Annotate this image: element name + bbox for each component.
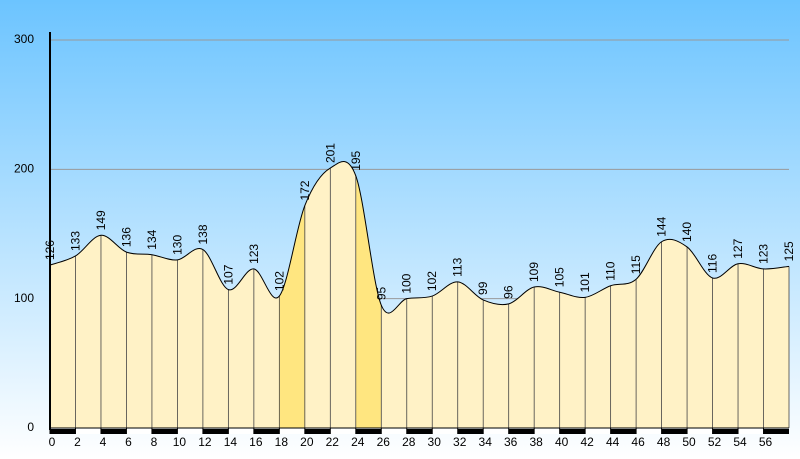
value-label: 125 [782,241,796,261]
x-tick-label: 8 [151,435,158,449]
value-label: 127 [731,238,745,258]
scale-strip [100,429,127,434]
scale-strip [330,429,356,434]
scale-strip [738,429,764,434]
scale-strip [636,429,662,434]
scale-strip [483,429,509,434]
scale-strip [687,429,713,434]
x-tick-label: 24 [351,435,365,449]
x-tick-label: 2 [74,435,81,449]
value-label: 144 [655,216,669,236]
profile-line [49,160,790,314]
value-label: 110 [604,261,618,280]
x-tick-label: 30 [428,435,442,449]
scale-strip [279,429,305,434]
scale-strip [126,429,152,434]
scale-strip [763,429,789,434]
x-tick-label: 12 [198,435,212,449]
value-label: 113 [451,257,465,276]
value-label: 101 [578,272,592,292]
x-tick-label: 14 [224,435,238,449]
scale-strip [228,429,254,434]
y-tick-label: 100 [14,291,34,305]
scale-strip [202,429,229,434]
x-tick-label: 42 [580,435,594,449]
value-label: 149 [94,210,108,230]
value-label: 123 [757,244,771,264]
x-tick-label: 20 [300,435,314,449]
x-tick-label: 38 [529,435,543,449]
x-tick-label: 10 [173,435,187,449]
x-tick-label: 0 [49,435,56,449]
value-label: 140 [680,222,694,242]
scale-strip [355,429,382,434]
value-label: 195 [349,150,363,170]
scale-strip [253,429,280,434]
x-tick-label: 18 [275,435,289,449]
x-tick-label: 52 [708,435,722,449]
value-label: 172 [298,180,312,200]
value-label: 100 [400,273,414,293]
scale-strip [559,429,586,434]
value-label: 105 [553,267,567,287]
x-tick-label: 48 [657,435,671,449]
value-label: 95 [374,286,388,300]
value-label: 96 [502,285,516,299]
scale-strip [406,429,433,434]
scale-strip [457,429,484,434]
value-label: 109 [527,262,541,282]
value-label: 138 [196,224,210,244]
scale-strip [50,429,76,434]
scale-strip [661,429,688,434]
x-tick-label: 36 [504,435,518,449]
x-tick-label: 40 [555,435,569,449]
value-label: 107 [221,264,235,284]
scale-strip [508,429,535,434]
x-tick-label: 50 [682,435,696,449]
x-tick-label: 16 [249,435,263,449]
value-label: 133 [68,231,82,251]
area [50,161,789,428]
x-tick-label: 44 [606,435,620,449]
scale-strip [304,429,331,434]
x-tick-label: 6 [125,435,132,449]
highlight-segment [355,175,382,428]
x-tick-label: 56 [759,435,773,449]
value-label: 102 [425,271,439,291]
scale-strip [381,429,407,434]
highlight-segment [279,205,305,428]
value-label: 102 [272,271,286,291]
x-tick-label: 46 [631,435,645,449]
x-tick-label: 22 [326,435,340,449]
value-label: 134 [145,229,159,249]
scale-strip [432,429,458,434]
value-label: 116 [706,254,720,273]
x-tick-label: 28 [402,435,416,449]
x-tick-label: 26 [377,435,391,449]
value-label: 99 [476,281,490,295]
x-tick-label: 32 [453,435,467,449]
y-tick-label: 0 [27,420,34,434]
value-label: 123 [247,244,261,264]
y-tick-label: 300 [14,32,34,46]
value-label: 115 [629,255,643,274]
scale-strip [75,429,101,434]
scale-strip [610,429,637,434]
scale-strip [585,429,611,434]
scale-strip [177,429,203,434]
value-label: 136 [119,227,133,247]
value-label: 130 [170,235,184,255]
x-tick-label: 4 [100,435,107,449]
x-tick-label: 54 [733,435,747,449]
scale-strip [534,429,560,434]
x-tick-label: 34 [479,435,493,449]
y-tick-label: 200 [14,162,34,176]
scale-strip [712,429,739,434]
scale-strip [151,429,178,434]
value-label: 201 [323,143,337,163]
